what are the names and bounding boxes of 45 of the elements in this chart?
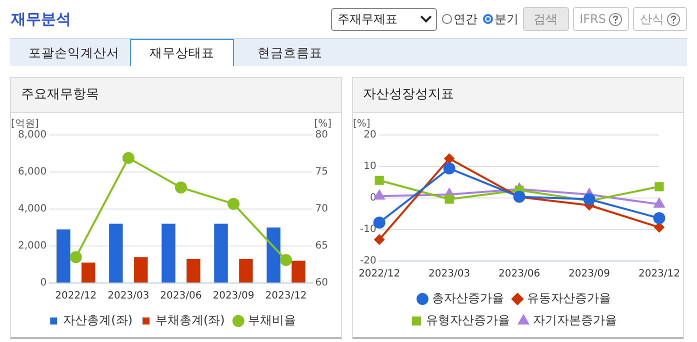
y2-tick-label: 80	[315, 130, 328, 141]
text: 재무분석	[11, 10, 71, 29]
text: 검색	[522, 7, 569, 31]
text: 포괄손익계산서	[28, 44, 120, 62]
x-tick-label: 2023/06	[498, 268, 540, 280]
legend-label: 자기자본증가율	[533, 313, 617, 328]
y-tick-label: 0	[40, 278, 47, 289]
x-tick-label: 2023/12	[638, 268, 680, 280]
y-tick-label: 4,000	[18, 204, 47, 215]
y-tick-label: -20	[360, 256, 376, 267]
y-tick-label: 20	[364, 130, 376, 141]
y2-tick-label: 65	[315, 240, 328, 252]
chart-title: 주요재무항목	[11, 78, 341, 113]
y-tick-label: 6,000	[18, 166, 47, 178]
y-tick-label: 10	[364, 161, 376, 172]
x-tick-label: 2023/03	[428, 268, 470, 280]
y2-tick-label: 70	[315, 204, 328, 215]
chart-title: 자산성장성지표	[353, 78, 683, 113]
text: 분기	[494, 10, 519, 28]
x-tick-label: 2023/06	[160, 290, 202, 302]
text: IFRS	[572, 7, 629, 31]
text: 현금흐름표	[256, 44, 324, 62]
x-tick-label: 2023/12	[265, 290, 307, 302]
y-axis-title: [억원]	[11, 118, 39, 130]
legend-label: 부채총계(좌)	[156, 313, 225, 328]
y2-tick-label: 75	[315, 166, 328, 178]
y2-axis-title: [%]	[314, 118, 332, 130]
legend-label: 유동자산증가율	[527, 291, 611, 306]
legend-label: 부채비율	[248, 313, 296, 328]
y-tick-label: 2,000	[18, 240, 47, 252]
legend-label: 유형자산증가율	[426, 313, 510, 328]
y-tick-label: -10	[360, 224, 376, 236]
x-tick-label: 2022/12	[358, 268, 400, 280]
x-tick-label: 2023/09	[568, 268, 610, 280]
x-tick-label: 2023/09	[212, 290, 254, 302]
x-tick-label: 2023/03	[108, 290, 150, 302]
y-axis-title: [%]	[353, 118, 370, 130]
text: 산식	[633, 7, 687, 31]
legend-label: 총자산증가율	[432, 291, 504, 306]
y-tick-label: 8,000	[18, 130, 47, 141]
text: 연간	[452, 10, 478, 28]
text: 주재무제표	[338, 10, 398, 28]
x-tick-label: 2022/12	[55, 290, 97, 302]
legend-label: 자산총계(좌)	[63, 313, 133, 328]
y2-tick-label: 60	[315, 278, 328, 289]
